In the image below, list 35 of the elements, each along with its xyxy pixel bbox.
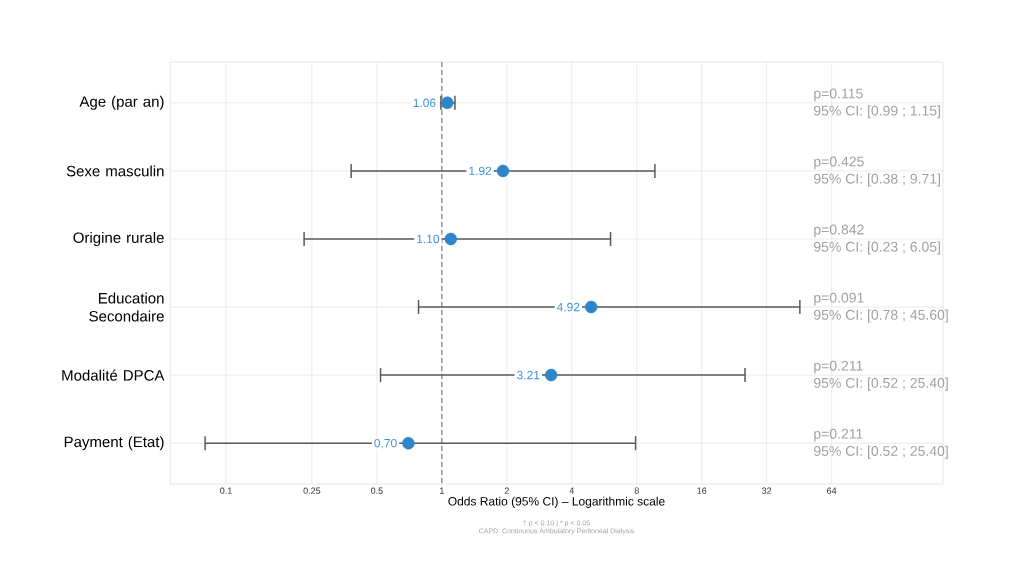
data-label: 3.21 — [517, 370, 540, 380]
x-axis-title: Odds Ratio (95% CI) – Logarithmic scale — [448, 496, 665, 508]
annotation: p=0.425 — [814, 156, 864, 170]
annotation: 95% CI: [0.52 ; 25.40] — [814, 377, 948, 391]
annotation: 95% CI: [0.52 ; 25.40] — [814, 445, 948, 459]
x-tick-label: 0.1 — [220, 487, 232, 494]
y-tick-label: Payment (Etat) — [64, 436, 164, 451]
x-tick-label: 1 — [440, 487, 444, 494]
data-label: 1.92 — [469, 166, 492, 176]
y-tick-label: Age (par an) — [79, 95, 164, 110]
x-tick-label: 0.5 — [370, 487, 383, 494]
y-tick-label: Origine rurale — [73, 231, 164, 246]
annotation: p=0.091 — [814, 292, 864, 306]
annotation: p=0.842 — [814, 224, 864, 238]
annotation: p=0.211 — [814, 428, 863, 442]
x-tick-label: 2 — [504, 487, 509, 494]
annotation: p=0.211 — [814, 360, 863, 374]
annotation: p=0.115 — [814, 88, 863, 102]
x-tick-label: 32 — [762, 487, 772, 494]
y-tick-label: Sexe masculin — [66, 165, 164, 177]
x-tick-label: 64 — [827, 487, 837, 494]
x-tick-label: 4 — [569, 487, 575, 494]
data-label: 0.70 — [374, 438, 397, 448]
annotation: 95% CI: [0.99 ; 1.15] — [814, 105, 940, 119]
annotation: 95% CI: [0.78 ; 45.60] — [814, 309, 948, 323]
y-tick-label: Modalité DPCA — [62, 369, 165, 381]
data-label: 1.10 — [417, 234, 440, 244]
annotation: 95% CI: [0.23 ; 6.05] — [814, 241, 940, 255]
data-label: 4.92 — [556, 302, 580, 312]
x-tick-label: 16 — [697, 487, 707, 494]
data-label: 1.06 — [413, 98, 436, 108]
annotation: 95% CI: [0.38 ; 9.71] — [814, 173, 940, 187]
x-tick-label: 0.25 — [303, 487, 321, 494]
x-tick-label: 8 — [634, 487, 639, 494]
y-tick-label: Education Secondaire — [89, 292, 164, 322]
